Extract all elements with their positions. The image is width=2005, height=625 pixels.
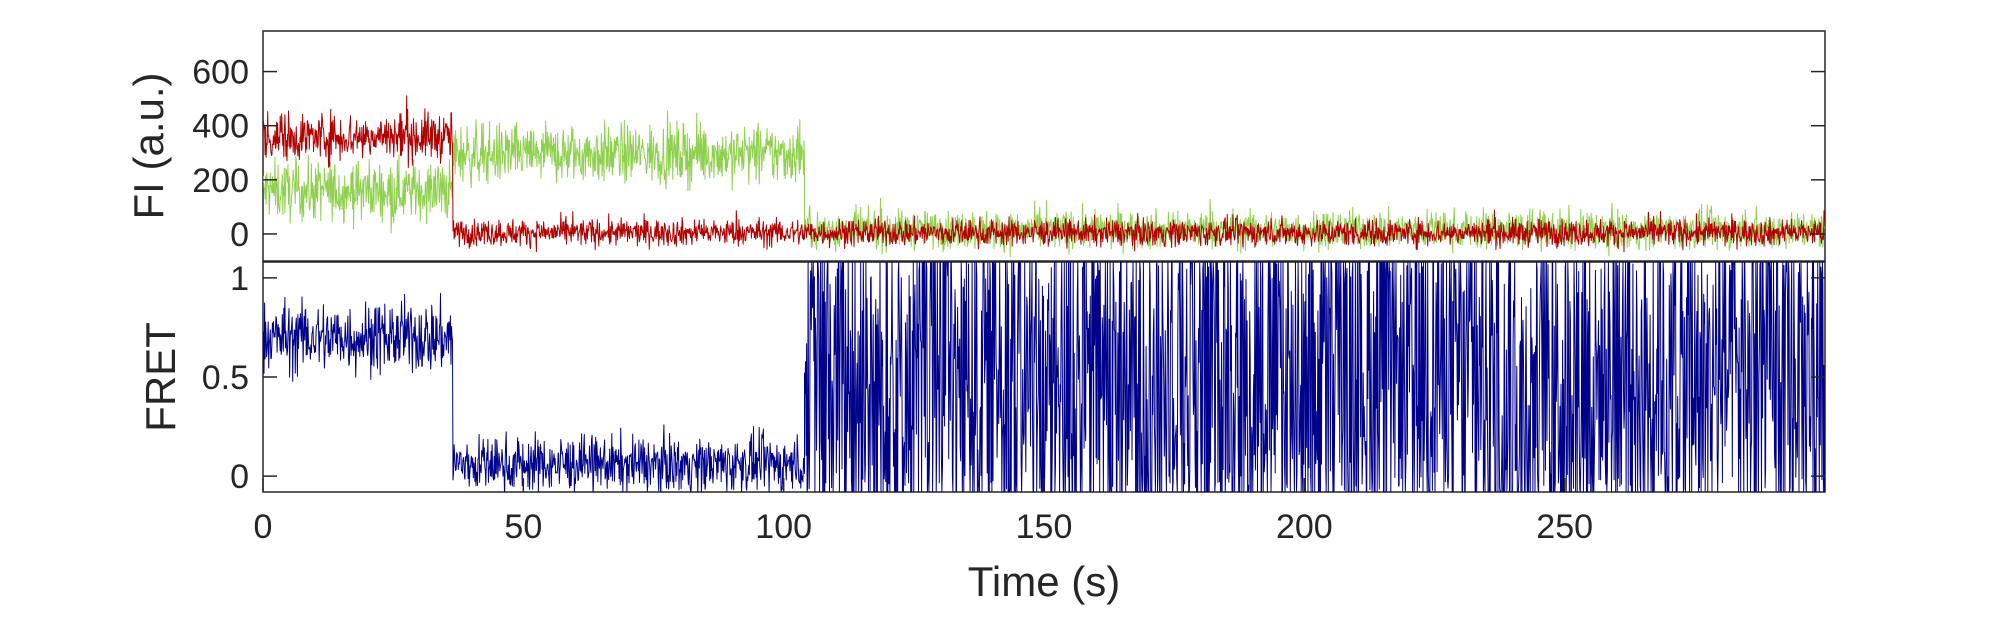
x-tick-label: 250 (1536, 508, 1593, 546)
x-tick-label: 50 (504, 508, 542, 546)
y-tick-label: 1 (230, 260, 249, 298)
fret-y-axis-label: FRET (137, 322, 184, 432)
x-tick-label: 150 (1016, 508, 1073, 546)
x-tick-label: 0 (254, 508, 273, 546)
intensity-axes-box (262, 30, 1826, 262)
fret-y-ticks: 00.51 (202, 260, 1825, 496)
y-tick-label: 200 (192, 162, 249, 200)
x-tick-label: 200 (1276, 508, 1333, 546)
y-tick-label: 600 (192, 54, 249, 92)
intensity-y-axis-label: FI (a.u.) (125, 72, 172, 219)
y-tick-label: 0 (230, 216, 249, 254)
intensity-traces (263, 95, 1825, 258)
y-tick-label: 0.5 (202, 359, 249, 397)
time-x-axis-label: Time (s) (968, 558, 1120, 605)
series-line-1-0 (263, 262, 1825, 492)
series-line-0-1 (263, 95, 1825, 253)
fret-panel: 00.51 0 50 100 150 200 250 FRET Time (s) (137, 260, 1826, 605)
intensity-y-ticks: 0 200 400 600 (192, 54, 1825, 254)
y-tick-label: 0 (230, 458, 249, 496)
intensity-panel: 0 200 400 600 FI (a.u.) (125, 30, 1826, 262)
x-tick-label: 100 (755, 508, 812, 546)
y-tick-label: 400 (192, 108, 249, 146)
fret-traces (263, 262, 1825, 492)
time-x-ticks: 0 50 100 150 200 250 (254, 478, 1593, 546)
